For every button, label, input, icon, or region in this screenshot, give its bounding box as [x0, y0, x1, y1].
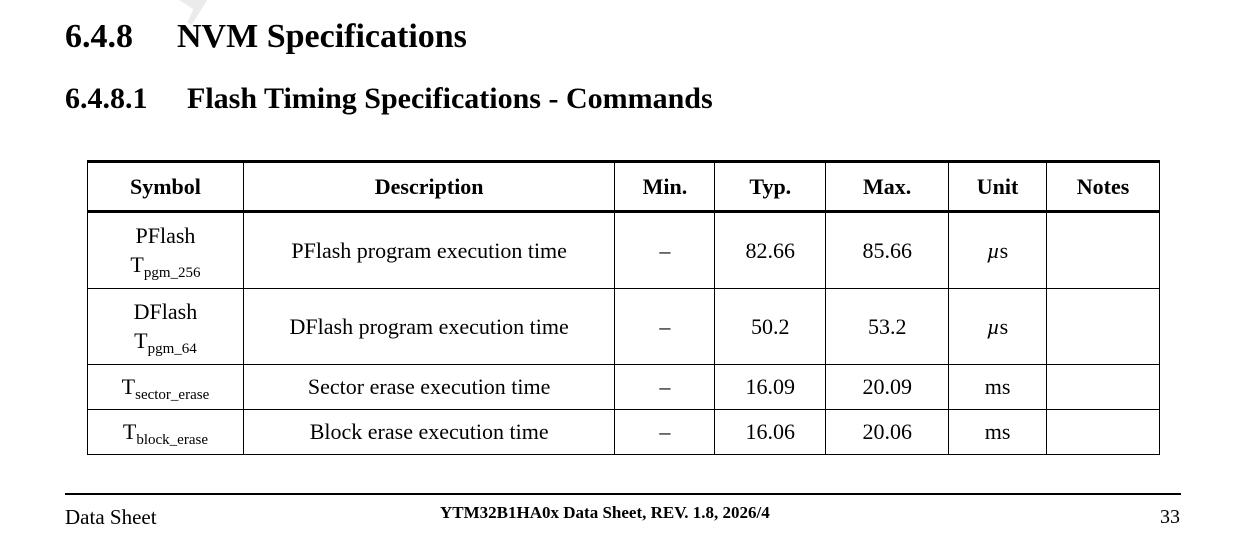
notes-cell [1046, 364, 1160, 410]
header-min: Min. [614, 160, 716, 213]
max-cell: 85.66 [825, 211, 950, 289]
footer-doc-title: YTM32B1HA0x Data Sheet, REV. 1.8, 2026/4 [440, 503, 770, 522]
description-cell: DFlash program execution time [242, 288, 616, 365]
unit-cell: µs [948, 211, 1048, 289]
table-row: Tsector_erase Sector erase execution tim… [87, 364, 1160, 410]
header-typ: Typ. [714, 160, 827, 213]
notes-cell [1046, 409, 1160, 455]
footer-doc-type: Data Sheet [65, 505, 157, 529]
unit-cell: µs [948, 288, 1048, 365]
typ-cell: 16.09 [714, 364, 827, 410]
subsection-heading: 6.4.8.1 Flash Timing Specifications - Com… [65, 82, 713, 116]
max-cell: 20.06 [825, 409, 950, 455]
table-header-row: Symbol Description Min. Typ. Max. Unit N… [87, 160, 1160, 213]
min-cell: – [614, 364, 716, 410]
header-notes: Notes [1046, 160, 1160, 213]
unit-cell: ms [948, 364, 1048, 410]
symbol-code: Tpgm_256 [130, 251, 201, 281]
typ-cell: 50.2 [714, 288, 827, 365]
footer-divider [65, 493, 1181, 495]
header-unit: Unit [948, 160, 1048, 213]
section-number: 6.4.8 [65, 18, 133, 55]
unit-cell: ms [948, 409, 1048, 455]
max-cell: 20.09 [825, 364, 950, 410]
symbol-cell: Tblock_erase [87, 409, 244, 455]
subsection-number: 6.4.8.1 [65, 82, 148, 115]
symbol-code: Tblock_erase [122, 419, 208, 448]
symbol-cell: PFlash Tpgm_256 [87, 211, 244, 289]
symbol-cell: DFlash Tpgm_64 [87, 288, 244, 365]
notes-cell [1046, 288, 1160, 365]
notes-cell [1046, 211, 1160, 289]
max-cell: 53.2 [825, 288, 950, 365]
section-title: NVM Specifications [177, 18, 467, 55]
section-heading: 6.4.8 NVM Specifications [65, 18, 467, 56]
table-row: PFlash Tpgm_256 PFlash program execution… [87, 211, 1160, 289]
symbol-code: Tsector_erase [121, 374, 210, 403]
table-row: DFlash Tpgm_64 DFlash program execution … [87, 288, 1160, 365]
header-description: Description [242, 160, 616, 213]
description-cell: PFlash program execution time [242, 211, 616, 289]
flash-timing-table: Symbol Description Min. Typ. Max. Unit N… [87, 160, 1160, 455]
symbol-name: PFlash [135, 222, 196, 248]
description-cell: Block erase execution time [242, 409, 616, 455]
symbol-name: DFlash [133, 298, 198, 324]
table-row: Tblock_erase Block erase execution time … [87, 409, 1160, 455]
typ-cell: 82.66 [714, 211, 827, 289]
min-cell: – [614, 288, 716, 365]
symbol-code: Tpgm_64 [134, 327, 197, 357]
description-cell: Sector erase execution time [242, 364, 616, 410]
min-cell: – [614, 409, 716, 455]
symbol-cell: Tsector_erase [87, 364, 244, 410]
header-max: Max. [825, 160, 950, 213]
subsection-title: Flash Timing Specifications - Commands [187, 82, 713, 115]
header-symbol: Symbol [87, 160, 244, 213]
min-cell: – [614, 211, 716, 289]
page-number: 33 [1160, 506, 1180, 528]
typ-cell: 16.06 [714, 409, 827, 455]
